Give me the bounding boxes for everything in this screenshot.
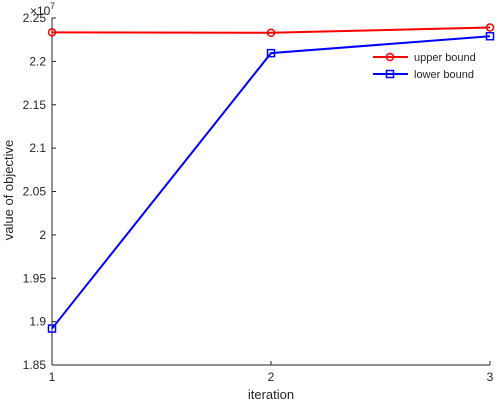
y-exponent-power: 7 — [50, 1, 55, 11]
x-tick-label: 2 — [268, 370, 275, 384]
y-axis: 1.85 1.9 1.95 2 2.05 2.1 2.15 2.2 2.25 — [23, 11, 56, 372]
data-point-lower-bound — [266, 48, 276, 58]
data-point-upper-bound — [266, 28, 276, 37]
y-tick-label: 2.15 — [23, 98, 47, 112]
y-axis-label: value of objective — [1, 140, 16, 240]
y-exponent-base: ×10 — [30, 4, 51, 18]
x-tick-label: 1 — [49, 370, 56, 384]
legend-item-lower-bound: lower bound — [373, 69, 474, 81]
y-tick-label: 2.2 — [29, 54, 46, 68]
y-tick-label: 2.05 — [23, 185, 47, 199]
legend-label-upper-bound: upper bound — [414, 52, 476, 64]
y-tick-label: 1.95 — [23, 271, 47, 285]
legend-item-upper-bound: upper bound — [373, 52, 476, 64]
y-tick-label: 1.85 — [23, 358, 47, 372]
data-point-upper-bound — [47, 28, 57, 37]
data-point-lower-bound — [47, 324, 57, 333]
legend-marker-circle — [385, 52, 395, 62]
y-tick-label: 2.25 — [23, 11, 47, 25]
x-axis: 1 2 3 — [49, 361, 494, 384]
y-tick-label: 2 — [39, 228, 46, 242]
legend-marker-square — [385, 69, 395, 79]
x-tick-label: 3 — [487, 370, 494, 384]
y-tick-label: 2.1 — [29, 141, 46, 155]
y-tick-label: 1.9 — [29, 315, 46, 329]
legend: upper bound lower bound — [373, 52, 476, 81]
plot-background — [52, 18, 490, 365]
data-point-lower-bound — [485, 31, 495, 41]
series-layer — [47, 23, 495, 333]
series-line-upper-bound — [51, 26, 491, 34]
x-axis-label: iteration — [248, 387, 294, 402]
data-point-upper-bound — [485, 23, 495, 32]
series-line-lower-bound — [51, 35, 491, 330]
legend-label-lower-bound: lower bound — [414, 69, 474, 81]
plot-area — [51, 18, 490, 366]
